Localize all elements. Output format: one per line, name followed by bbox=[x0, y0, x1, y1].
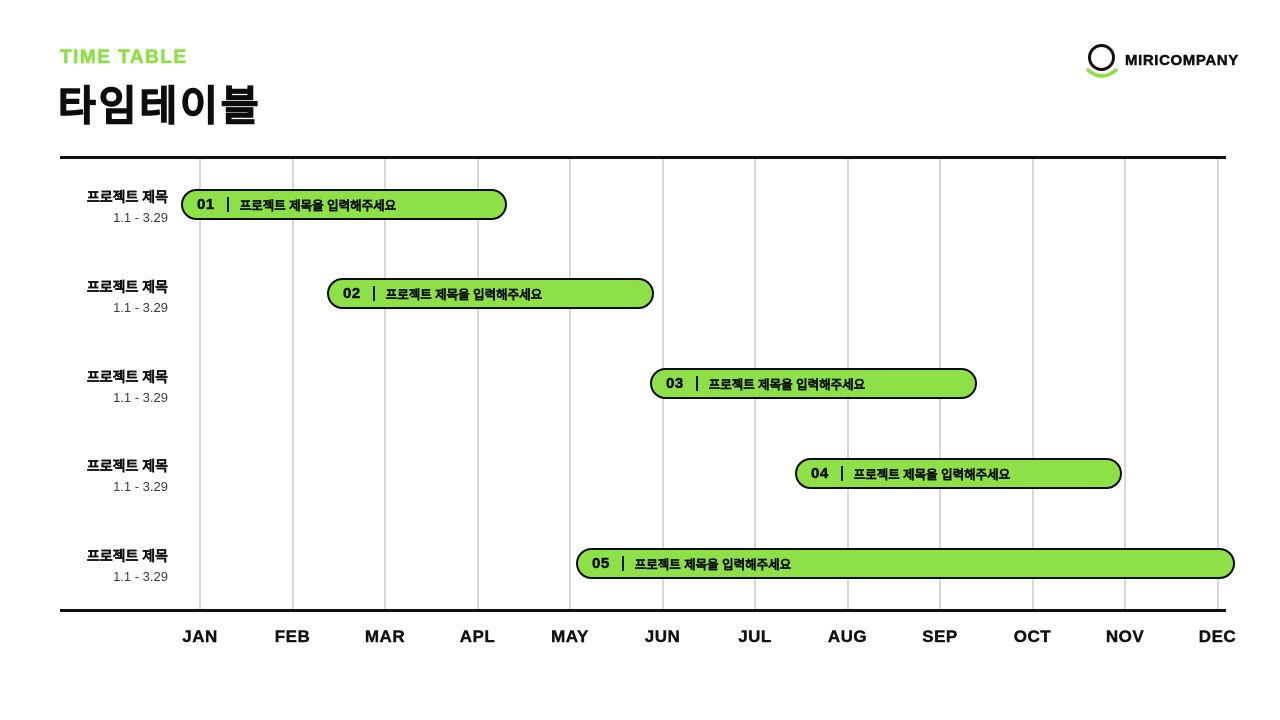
project-dates: 1.1 - 3.29 bbox=[113, 389, 168, 405]
month-label-may: MAY bbox=[551, 627, 589, 646]
bar-separator bbox=[840, 465, 843, 481]
project-title: 프로젝트 제목 bbox=[86, 548, 168, 565]
bar-placeholder-text: 프로젝트 제목을 입력해주세요 bbox=[239, 198, 397, 213]
bar-placeholder-text: 프로젝트 제목을 입력해주세요 bbox=[634, 557, 792, 572]
project-title: 프로젝트 제목 bbox=[86, 368, 168, 385]
chart-top-rule bbox=[60, 156, 1226, 159]
month-label-sep: SEP bbox=[922, 627, 958, 646]
gantt-bar-2[interactable]: 02 프로젝트 제목을 입력해주세요 bbox=[327, 278, 654, 310]
bar-number: 03 bbox=[666, 375, 684, 393]
bar-number: 04 bbox=[811, 464, 829, 483]
gridline bbox=[291, 159, 294, 609]
month-label-jan: JAN bbox=[182, 627, 218, 646]
gantt-bar-3[interactable]: 03 프로젝트 제목을 입력해주세요 bbox=[650, 368, 977, 400]
gridline bbox=[1216, 159, 1219, 609]
company-logo: MIRICOMPANY bbox=[1085, 42, 1238, 82]
month-label-jun: JUN bbox=[644, 627, 681, 646]
row-label-1[interactable]: 프로젝트 제목 1.1 - 3.29 bbox=[0, 188, 168, 229]
bar-separator bbox=[372, 286, 375, 302]
bar-number: 01 bbox=[197, 195, 215, 213]
row-label-3[interactable]: 프로젝트 제목 1.1 - 3.29 bbox=[0, 368, 168, 409]
month-label-feb: FEB bbox=[274, 627, 311, 646]
bar-separator bbox=[621, 555, 624, 571]
bar-placeholder-text: 프로젝트 제목을 입력해주세요 bbox=[853, 467, 1011, 482]
gantt-bar-1[interactable]: 01 프로젝트 제목을 입력해주세요 bbox=[181, 188, 507, 220]
project-dates: 1.1 - 3.29 bbox=[113, 569, 168, 585]
logo-circle-icon bbox=[1085, 42, 1119, 80]
project-title: 프로젝트 제목 bbox=[86, 458, 168, 475]
project-dates: 1.1 - 3.29 bbox=[113, 299, 168, 315]
gridline bbox=[384, 159, 386, 609]
bar-separator bbox=[695, 376, 698, 392]
month-label-dec: DEC bbox=[1198, 627, 1237, 646]
month-label-aug: AUG bbox=[827, 627, 868, 646]
project-title: 프로젝트 제목 bbox=[86, 278, 168, 295]
month-label-mar: MAR bbox=[364, 627, 406, 646]
month-label-oct: OCT bbox=[1013, 627, 1052, 646]
month-label-jul: JUL bbox=[738, 627, 772, 646]
bar-placeholder-text: 프로젝트 제목을 입력해주세요 bbox=[385, 288, 543, 303]
smile-arc-icon bbox=[1086, 68, 1118, 78]
gantt-bar-4[interactable]: 04 프로젝트 제목을 입력해주세요 bbox=[795, 457, 1122, 489]
gridline bbox=[569, 159, 571, 609]
eyebrow-label: TIME TABLE bbox=[60, 47, 188, 69]
row-label-4[interactable]: 프로젝트 제목 1.1 - 3.29 bbox=[0, 457, 168, 498]
circle-icon bbox=[1088, 44, 1115, 71]
bar-number: 05 bbox=[592, 554, 610, 572]
row-label-2[interactable]: 프로젝트 제목 1.1 - 3.29 bbox=[0, 278, 168, 319]
bar-separator bbox=[226, 196, 229, 212]
page-title: 타임테이블 bbox=[57, 82, 262, 129]
gridline bbox=[199, 159, 201, 609]
month-label-nov: NOV bbox=[1105, 627, 1145, 646]
gantt-bar-5[interactable]: 05 프로젝트 제목을 입력해주세요 bbox=[576, 547, 1235, 579]
gridline bbox=[1124, 159, 1126, 609]
brand-name: MIRICOMPANY bbox=[1125, 52, 1239, 70]
month-label-apl: APL bbox=[459, 627, 496, 646]
chart-axis-line bbox=[60, 609, 1226, 612]
bar-number: 02 bbox=[343, 285, 361, 303]
project-title: 프로젝트 제목 bbox=[86, 189, 168, 205]
project-dates: 1.1 - 3.29 bbox=[113, 210, 168, 225]
gridline bbox=[476, 159, 479, 609]
bar-placeholder-text: 프로젝트 제목을 입력해주세요 bbox=[708, 378, 866, 393]
row-label-5[interactable]: 프로젝트 제목 1.1 - 3.29 bbox=[0, 547, 168, 588]
gridline bbox=[1031, 159, 1034, 609]
project-dates: 1.1 - 3.29 bbox=[113, 479, 168, 495]
